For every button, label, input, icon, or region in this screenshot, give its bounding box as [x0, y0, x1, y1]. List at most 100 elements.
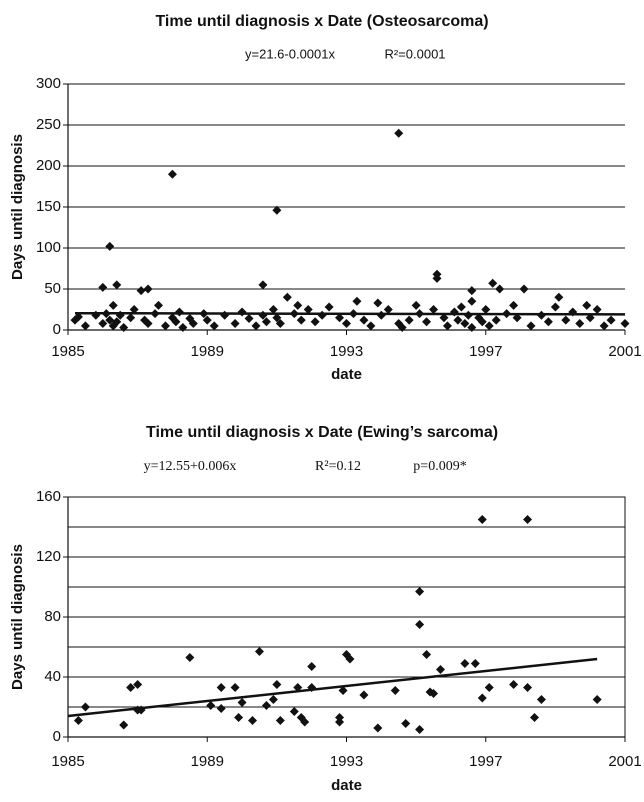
- point: [129, 305, 139, 314]
- point: [303, 305, 313, 314]
- point: [237, 698, 247, 707]
- point: [268, 305, 278, 314]
- point: [154, 300, 164, 310]
- point: [73, 716, 83, 725]
- point: [178, 323, 188, 333]
- x-tick-label: 1989: [191, 753, 224, 770]
- point: [230, 683, 240, 692]
- point: [119, 323, 129, 333]
- point: [554, 292, 564, 302]
- point: [373, 298, 383, 308]
- point: [338, 686, 348, 695]
- point: [429, 689, 439, 698]
- point: [244, 314, 254, 324]
- point: [272, 205, 282, 215]
- point: [206, 701, 216, 710]
- point: [519, 284, 529, 294]
- chart-title: Time until diagnosis x Date (Osteosarcom…: [155, 13, 488, 30]
- point: [359, 690, 369, 700]
- y-tick-label: 250: [36, 116, 61, 133]
- point: [582, 300, 592, 310]
- point: [209, 321, 219, 331]
- annotation: R²=0.12: [315, 459, 361, 474]
- point: [261, 317, 271, 327]
- annotation: R²=0.0001: [384, 46, 445, 61]
- point: [258, 280, 268, 290]
- point: [620, 318, 630, 328]
- point: [293, 683, 303, 692]
- point: [105, 241, 115, 251]
- point: [80, 321, 90, 331]
- point: [422, 317, 432, 327]
- point: [401, 719, 411, 728]
- point: [397, 323, 407, 333]
- point: [477, 693, 487, 703]
- point: [491, 315, 501, 325]
- point: [345, 654, 355, 664]
- point: [202, 315, 212, 325]
- point: [373, 723, 383, 733]
- x-tick-label: 1985: [51, 753, 84, 770]
- point: [174, 307, 184, 317]
- point: [512, 313, 522, 323]
- x-tick-label: 2001: [608, 753, 641, 770]
- x-tick-label: 1993: [330, 753, 363, 770]
- x-tick-label: 1985: [51, 343, 84, 360]
- y-axis-label: Days until diagnosis: [9, 544, 26, 690]
- point: [307, 662, 317, 671]
- x-axis-label: date: [331, 366, 362, 383]
- point: [415, 620, 425, 629]
- point: [467, 323, 477, 333]
- point: [495, 284, 505, 294]
- point: [342, 318, 351, 328]
- point: [477, 317, 487, 327]
- point: [98, 282, 108, 292]
- point: [509, 300, 519, 310]
- y-tick-label: 80: [44, 608, 61, 625]
- point: [261, 701, 271, 710]
- point: [561, 315, 571, 325]
- y-tick-label: 100: [36, 239, 61, 256]
- point: [248, 716, 258, 725]
- point: [251, 321, 261, 331]
- point: [523, 515, 533, 524]
- point: [484, 683, 494, 692]
- point: [185, 653, 195, 662]
- point: [143, 284, 153, 294]
- point: [460, 659, 470, 668]
- point: [422, 650, 432, 659]
- point: [404, 315, 414, 325]
- point: [536, 695, 546, 704]
- point: [352, 296, 362, 306]
- point: [456, 302, 466, 312]
- point: [575, 318, 585, 328]
- point: [415, 587, 425, 596]
- point: [216, 704, 226, 713]
- point: [324, 302, 334, 312]
- point: [453, 315, 463, 325]
- point: [133, 680, 143, 689]
- x-tick-label: 1993: [330, 343, 363, 360]
- point: [216, 683, 226, 692]
- point: [289, 707, 299, 716]
- point: [390, 686, 400, 695]
- point: [310, 317, 320, 327]
- x-axis-label: date: [331, 777, 362, 794]
- point: [317, 310, 327, 320]
- point: [477, 515, 487, 524]
- point: [126, 313, 136, 323]
- point: [435, 665, 445, 674]
- point: [268, 695, 278, 704]
- point: [550, 302, 560, 312]
- y-tick-label: 40: [44, 668, 61, 685]
- point: [509, 680, 519, 689]
- point: [432, 273, 442, 283]
- point: [366, 321, 376, 331]
- y-tick-label: 200: [36, 157, 61, 174]
- point: [599, 321, 609, 331]
- point: [429, 305, 439, 314]
- point: [234, 713, 244, 722]
- trend-line: [74, 311, 626, 316]
- y-tick-label: 120: [36, 548, 61, 565]
